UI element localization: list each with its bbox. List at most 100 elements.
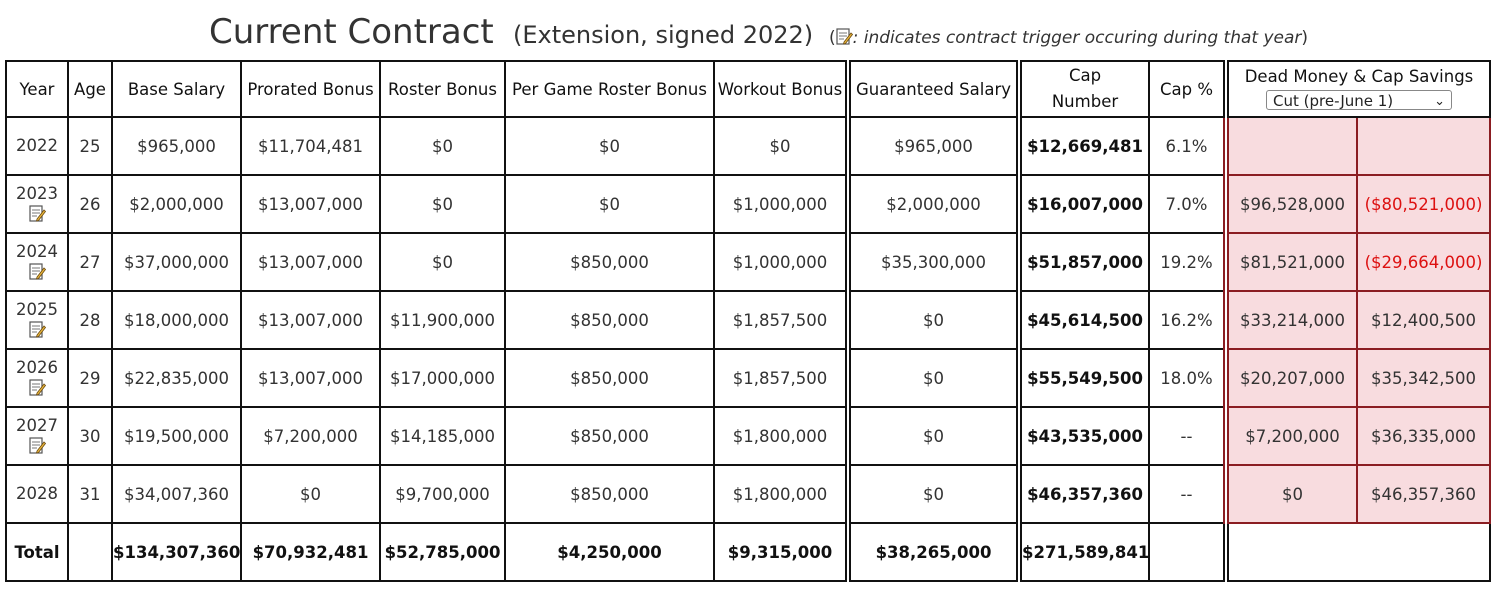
total-base-salary: $134,307,360 xyxy=(111,522,242,582)
guaranteed-salary-cell: $965,000 xyxy=(845,116,1020,176)
guaranteed-salary-cell: $0 xyxy=(845,290,1020,350)
workout-bonus-cell: $1,857,500 xyxy=(713,348,849,408)
total-row: Total $134,307,360 $70,932,481 $52,785,0… xyxy=(5,522,1491,582)
guaranteed-salary-cell: $0 xyxy=(845,406,1020,466)
age-cell: 26 xyxy=(67,174,113,234)
year-value: 2028 xyxy=(16,484,58,503)
dead-money-cell: $0 xyxy=(1223,464,1358,524)
header-year: Year xyxy=(5,60,69,118)
header-base-salary: Base Salary xyxy=(111,60,242,118)
age-cell: 28 xyxy=(67,290,113,350)
per-game-roster-bonus-cell: $850,000 xyxy=(504,406,715,466)
header-per-game-roster-bonus: Per Game Roster Bonus xyxy=(504,60,715,118)
total-roster-bonus: $52,785,000 xyxy=(379,522,506,582)
total-cap-pct-empty xyxy=(1148,522,1227,582)
contract-title-bar: Current Contract (Extension, signed 2022… xyxy=(0,10,1495,58)
base-salary-cell: $19,500,000 xyxy=(111,406,242,466)
cap-number-cell: $12,669,481 xyxy=(1016,116,1150,176)
guaranteed-salary-cell: $35,300,000 xyxy=(845,232,1020,292)
per-game-roster-bonus-cell: $850,000 xyxy=(504,232,715,292)
year-value: 2026 xyxy=(16,358,58,377)
workout-bonus-cell: $1,000,000 xyxy=(713,232,849,292)
year-cell: 2025 xyxy=(5,290,69,350)
year-value: 2025 xyxy=(16,300,58,319)
base-salary-cell: $18,000,000 xyxy=(111,290,242,350)
header-roster-bonus: Roster Bonus xyxy=(379,60,506,118)
total-per-game-roster-bonus: $4,250,000 xyxy=(504,522,715,582)
per-game-roster-bonus-cell: $850,000 xyxy=(504,348,715,408)
base-salary-cell: $965,000 xyxy=(111,116,242,176)
header-cap-number-line2: Number xyxy=(1051,92,1119,111)
cap-pct-cell: 6.1% xyxy=(1148,116,1227,176)
cap-savings-cell: $36,335,000 xyxy=(1356,406,1491,466)
cap-pct-cell: 19.2% xyxy=(1148,232,1227,292)
contract-table: Year Age Base Salary Prorated Bonus Rost… xyxy=(5,60,1491,582)
chevron-down-icon: ⌄ xyxy=(1434,94,1445,109)
year-cell: 2027 xyxy=(5,406,69,466)
trigger-note-icon xyxy=(28,437,46,454)
base-salary-cell: $34,007,360 xyxy=(111,464,242,524)
dead-money-cell: $7,200,000 xyxy=(1223,406,1358,466)
trigger-note-icon xyxy=(28,379,46,396)
contract-subtitle: (Extension, signed 2022) xyxy=(513,21,814,49)
roster-bonus-cell: $14,185,000 xyxy=(379,406,506,466)
cut-scenario-value: Cut (pre-June 1) xyxy=(1273,92,1394,110)
workout-bonus-cell: $1,800,000 xyxy=(713,464,849,524)
cap-pct-cell: -- xyxy=(1148,464,1227,524)
dead-money-cell: $96,528,000 xyxy=(1223,174,1358,234)
dead-money-cell: $33,214,000 xyxy=(1223,290,1358,350)
prorated-bonus-cell: $13,007,000 xyxy=(240,174,381,234)
roster-bonus-cell: $0 xyxy=(379,174,506,234)
per-game-roster-bonus-cell: $0 xyxy=(504,174,715,234)
guaranteed-salary-cell: $0 xyxy=(845,464,1020,524)
roster-bonus-cell: $9,700,000 xyxy=(379,464,506,524)
total-workout-bonus: $9,315,000 xyxy=(713,522,849,582)
year-value: 2027 xyxy=(16,416,58,435)
cap-number-cell: $55,549,500 xyxy=(1016,348,1150,408)
roster-bonus-cell: $0 xyxy=(379,232,506,292)
header-row: Year Age Base Salary Prorated Bonus Rost… xyxy=(5,60,1491,118)
workout-bonus-cell: $1,000,000 xyxy=(713,174,849,234)
workout-bonus-cell: $1,857,500 xyxy=(713,290,849,350)
total-prorated-bonus: $70,932,481 xyxy=(240,522,381,582)
year-cell: 2028 xyxy=(5,464,69,524)
dead-money-cell xyxy=(1223,116,1358,176)
page-title: Current Contract xyxy=(209,12,494,52)
prorated-bonus-cell: $13,007,000 xyxy=(240,290,381,350)
age-cell: 31 xyxy=(67,464,113,524)
header-dead-money-label: Dead Money & Cap Savings xyxy=(1244,67,1474,86)
roster-bonus-cell: $17,000,000 xyxy=(379,348,506,408)
total-cap-number: $271,589,841 xyxy=(1016,522,1150,582)
per-game-roster-bonus-cell: $0 xyxy=(504,116,715,176)
per-game-roster-bonus-cell: $850,000 xyxy=(504,464,715,524)
table-row: 2028 31 $34,007,360 $0 $9,700,000 $850,000 $1,… xyxy=(5,464,1491,524)
prorated-bonus-cell: $7,200,000 xyxy=(240,406,381,466)
guaranteed-salary-cell: $2,000,000 xyxy=(845,174,1020,234)
age-cell: 30 xyxy=(67,406,113,466)
cap-pct-cell: -- xyxy=(1148,406,1227,466)
year-value: 2023 xyxy=(16,184,58,203)
cap-pct-cell: 7.0% xyxy=(1148,174,1227,234)
trigger-note-icon xyxy=(836,28,853,45)
cut-scenario-select[interactable]: Cut (pre-June 1) ⌄ xyxy=(1266,90,1452,110)
dead-money-cell: $81,521,000 xyxy=(1223,232,1358,292)
prorated-bonus-cell: $11,704,481 xyxy=(240,116,381,176)
prorated-bonus-cell: $13,007,000 xyxy=(240,348,381,408)
header-cap-number-line1: Cap xyxy=(1068,66,1102,85)
age-cell: 25 xyxy=(67,116,113,176)
cap-pct-cell: 18.0% xyxy=(1148,348,1227,408)
trigger-note-icon xyxy=(28,205,46,222)
table-row: 2027 30 $19,500,000 $7,200,000 $14,185,000 $8… xyxy=(5,406,1491,466)
roster-bonus-cell: $0 xyxy=(379,116,506,176)
header-prorated-bonus: Prorated Bonus xyxy=(240,60,381,118)
year-cell: 2022 xyxy=(5,116,69,176)
base-salary-cell: $2,000,000 xyxy=(111,174,242,234)
cap-number-cell: $45,614,500 xyxy=(1016,290,1150,350)
legend-text: : indicates contract trigger occuring du… xyxy=(852,28,1302,48)
header-guaranteed-salary: Guaranteed Salary xyxy=(845,60,1020,118)
year-cell: 2026 xyxy=(5,348,69,408)
total-age-empty xyxy=(67,522,113,582)
table-row: 2025 28 $18,000,000 $13,007,000 $11,900,000 $… xyxy=(5,290,1491,350)
cap-pct-cell: 16.2% xyxy=(1148,290,1227,350)
guaranteed-salary-cell: $0 xyxy=(845,348,1020,408)
